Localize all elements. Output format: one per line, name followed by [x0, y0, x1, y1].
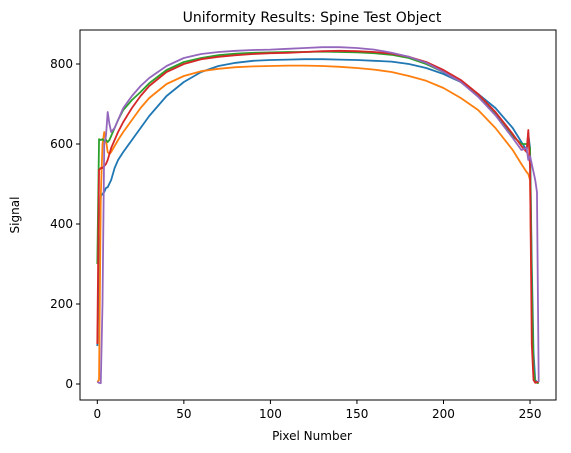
x-tick-label: 50: [176, 407, 191, 421]
series-line-5: [96, 46, 540, 385]
x-tick-label: 100: [259, 407, 282, 421]
series-line-4: [96, 49, 539, 384]
y-tick-label: 200: [50, 297, 73, 311]
x-tick-label: 0: [93, 407, 101, 421]
x-tick-label: 250: [519, 407, 542, 421]
y-tick-label: 800: [50, 57, 73, 71]
chart-title: Uniformity Results: Spine Test Object: [183, 10, 442, 26]
y-tick-label: 600: [50, 137, 73, 151]
x-tick-label: 200: [432, 407, 455, 421]
plot-area: 0 50 100 150 200 250 0 200 400 600 800: [50, 29, 557, 421]
x-tick-label: 150: [345, 407, 368, 421]
y-axis-label: Signal: [8, 197, 22, 234]
series-group: [96, 46, 540, 385]
y-tick-label: 400: [50, 217, 73, 231]
x-axis-label: Pixel Number: [272, 429, 352, 443]
y-tick-label: 0: [65, 377, 73, 391]
plot-frame: [79, 29, 557, 401]
